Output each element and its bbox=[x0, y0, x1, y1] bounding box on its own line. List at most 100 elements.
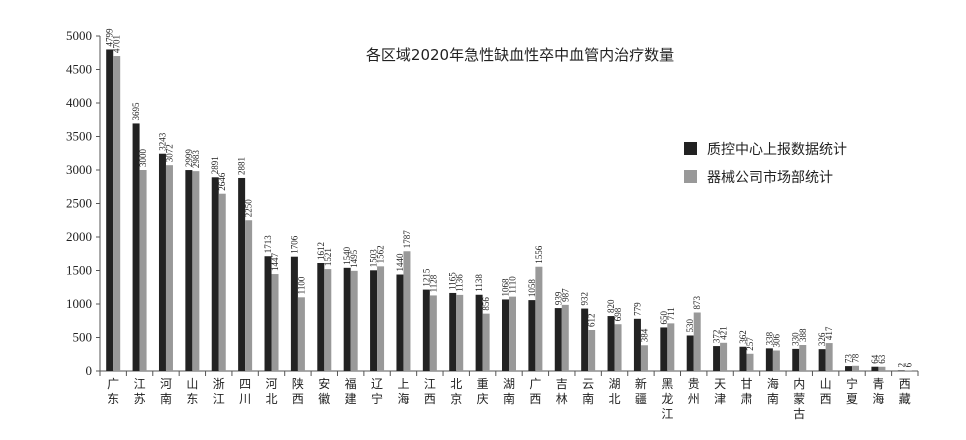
category-label-char: 龙 bbox=[661, 392, 673, 406]
category-label-char: 宁 bbox=[846, 376, 858, 391]
bar-reported bbox=[554, 308, 562, 371]
data-label: 1058 bbox=[527, 279, 537, 298]
category-label-char: 西 bbox=[292, 392, 304, 406]
category-label-char: 川 bbox=[239, 392, 251, 406]
bar-reported bbox=[502, 299, 509, 371]
data-label: 338 bbox=[764, 331, 774, 345]
data-label: 4701 bbox=[112, 35, 122, 53]
bar-reported bbox=[871, 366, 879, 371]
category-label-char: 北 bbox=[450, 377, 462, 391]
category-label-char: 甘 bbox=[740, 377, 752, 391]
data-label: 73 bbox=[844, 354, 854, 364]
category-label-char: 徽 bbox=[318, 391, 330, 406]
category-label-char: 海 bbox=[397, 391, 409, 406]
bar-reported bbox=[370, 270, 378, 371]
data-label: 932 bbox=[580, 292, 590, 306]
y-tick-label: 1500 bbox=[66, 263, 92, 278]
bars bbox=[106, 49, 912, 372]
category-label-char: 东 bbox=[107, 392, 119, 406]
bar-market bbox=[535, 266, 543, 371]
data-label: 1706 bbox=[289, 235, 299, 254]
data-label: 2646 bbox=[217, 172, 227, 191]
category-label-char: 浙 bbox=[213, 377, 225, 391]
category-label-char: 江 bbox=[134, 377, 146, 391]
data-label: 1136 bbox=[455, 274, 465, 292]
bar-reported bbox=[106, 49, 114, 371]
category-label-char: 青 bbox=[872, 377, 884, 391]
bar-reported bbox=[818, 349, 826, 371]
bar-market bbox=[456, 294, 464, 371]
category-label-char: 林 bbox=[556, 392, 568, 406]
category-label-char: 南 bbox=[582, 391, 594, 406]
category-label-char: 山 bbox=[186, 377, 198, 391]
data-label: 1540 bbox=[342, 246, 352, 265]
category-label-char: 藏 bbox=[899, 392, 911, 406]
data-label: 1495 bbox=[349, 249, 359, 268]
category-label-char: 北 bbox=[609, 392, 621, 406]
data-label: 873 bbox=[692, 296, 702, 310]
bar-market bbox=[614, 324, 622, 371]
bar-market bbox=[746, 353, 754, 371]
category-label-char: 东 bbox=[186, 392, 198, 406]
bar-market bbox=[825, 343, 833, 371]
data-label: 362 bbox=[738, 330, 748, 344]
category-label-char: 南 bbox=[503, 391, 515, 406]
data-label: 1128 bbox=[428, 274, 438, 292]
category-label-char: 西 bbox=[529, 392, 541, 406]
bar-market bbox=[377, 266, 385, 371]
category-label-char: 新 bbox=[635, 376, 647, 391]
data-label: 1215 bbox=[421, 268, 431, 287]
data-label: 2891 bbox=[210, 156, 220, 174]
category-label-char: 广 bbox=[107, 377, 119, 391]
data-label: 1447 bbox=[270, 253, 280, 272]
bar-reported bbox=[449, 292, 457, 371]
category-label-char: 南 bbox=[767, 391, 779, 406]
category-label-char: 古 bbox=[793, 406, 805, 421]
data-label: 330 bbox=[791, 332, 801, 346]
data-label: 306 bbox=[771, 333, 781, 347]
bar-reported bbox=[686, 335, 694, 371]
bar-market bbox=[324, 269, 332, 371]
category-label-char: 西 bbox=[899, 377, 911, 391]
data-label: 257 bbox=[745, 337, 755, 351]
category-label-char: 陕 bbox=[292, 376, 304, 391]
data-label: 856 bbox=[481, 297, 491, 311]
category-label-char: 宁 bbox=[371, 391, 383, 406]
category-label-char: 肃 bbox=[740, 392, 752, 406]
data-label: 417 bbox=[824, 326, 834, 340]
bar-reported bbox=[581, 308, 589, 371]
data-label: 779 bbox=[632, 302, 642, 316]
bar-market bbox=[799, 345, 807, 371]
bar-reported bbox=[132, 123, 140, 371]
data-label: 3695 bbox=[131, 102, 141, 121]
bar-market bbox=[271, 274, 279, 371]
chart-title: 各区域2020年急性缺血性卒中血管内治疗数量 bbox=[366, 46, 674, 64]
bar-reported bbox=[633, 318, 641, 371]
data-label: 698 bbox=[613, 307, 623, 321]
y-tick-label: 3000 bbox=[66, 162, 92, 177]
legend-label: 器械公司市场部统计 bbox=[707, 169, 833, 186]
category-label-char: 四 bbox=[239, 377, 251, 391]
category-label-char: 江 bbox=[213, 392, 225, 406]
legend-swatch bbox=[684, 142, 697, 155]
bar-reported bbox=[713, 346, 721, 371]
data-label: 650 bbox=[659, 310, 669, 324]
bar-reported bbox=[739, 346, 747, 371]
bar-reported bbox=[897, 370, 905, 371]
bar-market bbox=[561, 304, 569, 371]
data-label: 4799 bbox=[105, 28, 115, 46]
data-label: 3000 bbox=[138, 149, 148, 168]
bar-reported bbox=[422, 289, 430, 371]
bar-market bbox=[640, 345, 648, 371]
bar-market bbox=[350, 270, 358, 371]
y-tick-label: 500 bbox=[73, 330, 93, 345]
bar-reported bbox=[317, 262, 325, 371]
data-label: 384 bbox=[639, 328, 649, 342]
data-label: 421 bbox=[719, 326, 729, 340]
bar-market bbox=[192, 171, 200, 371]
data-label: 1100 bbox=[296, 276, 306, 294]
category-label-char: 重 bbox=[477, 377, 489, 391]
category-label-char: 云 bbox=[582, 377, 594, 391]
data-label: 2983 bbox=[191, 150, 201, 169]
data-label: 1556 bbox=[534, 245, 544, 264]
